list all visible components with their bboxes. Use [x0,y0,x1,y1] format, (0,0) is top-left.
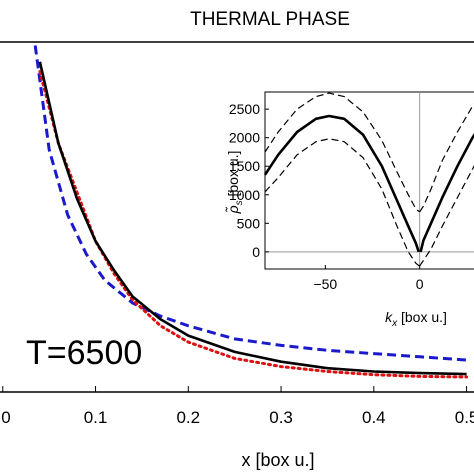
inset-y-label-rest: [box u.] [225,151,241,201]
inset-chart: 0 500 1000 1500 2000 2500 −50 0 ρ̃s [box u.] kx… [225,91,474,329]
inset-y-tick-label: 1500 [229,158,260,174]
inset-x-tick-label: −50 [313,276,337,292]
inset-y-axis-label: ρ̃s [box u.] [225,151,245,215]
main-x-tick-label: 0.5 [455,408,474,427]
main-x-tick-label: 0.1 [84,408,108,427]
chart-title: THERMAL PHASE [190,9,350,30]
main-series-red-dotted [38,70,469,379]
inset-y-label-main: ρ̃ [225,205,241,214]
inset-x-tick-label: 0 [416,276,424,292]
inset-series-group [263,92,474,267]
main-x-tick-label: 0.4 [362,408,386,427]
inset-frame [264,91,474,270]
main-series-group [33,45,469,379]
inset-y-tick-label: 0 [252,244,260,260]
inset-x-label-main: k [385,309,393,325]
inset-y-tick-label: 500 [237,215,261,231]
inset-y-tick-label: 2000 [229,130,260,146]
inset-series-solid [263,114,420,253]
inset-x-axis-label: kx [box u.] [385,309,447,329]
main-series-blue-dashed [33,45,467,362]
inset-y-tick-label: 1000 [229,187,260,203]
main-series-black-solid [38,61,467,376]
inset-x-label-sub: x [391,318,398,329]
inset-axes: 0 500 1000 1500 2000 2500 −50 0 [229,92,474,292]
inset-y-label-sub: s [234,200,245,205]
main-x-ticks: 0 0.1 0.2 0.3 0.4 0.5 [1,386,474,427]
inset-x-label-rest: [box u.] [397,309,447,325]
inset-series-dashed [264,92,420,213]
inset-series-solid [419,133,474,253]
inset-series-dashed [264,138,420,267]
inset-series-dashed [419,103,474,213]
main-x-tick-label: 0.3 [269,408,293,427]
inset-series-dashed [419,164,474,267]
main-x-tick-label: 0.2 [176,408,200,427]
temperature-annotation: T=6500 [26,334,142,372]
main-x-axis-label: x [box u.] [241,450,314,470]
main-x-tick-label: 0 [1,408,10,427]
inset-y-tick-label: 2500 [229,101,260,117]
